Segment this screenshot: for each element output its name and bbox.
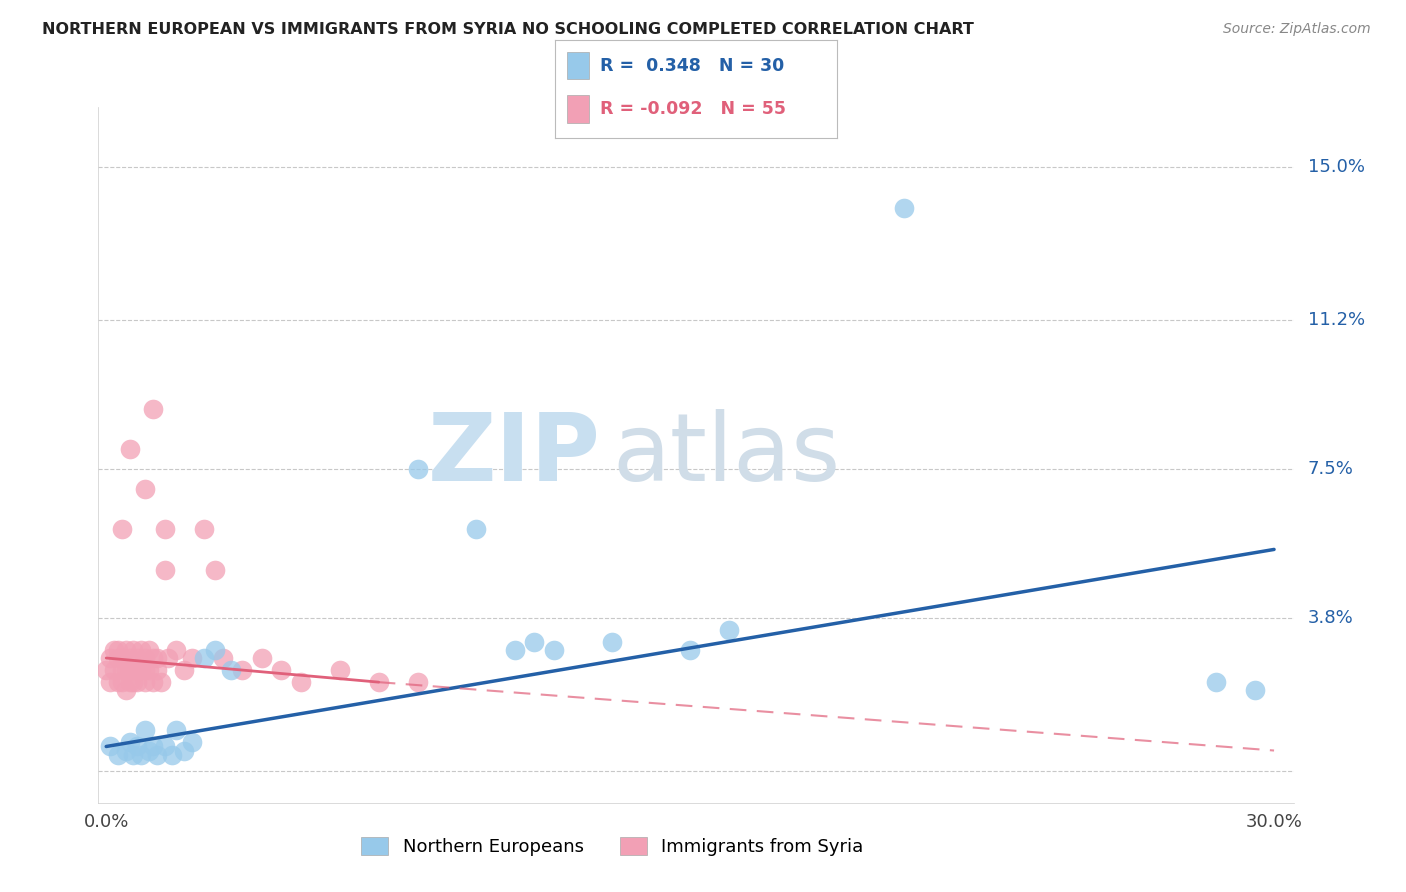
Point (270, 663, 292, 677)
Point (149, 675, 172, 690)
Point (219, 663, 242, 677)
Text: ZIP: ZIP (427, 409, 600, 501)
Point (127, 651, 149, 665)
Point (157, 651, 180, 665)
Point (180, 735, 202, 749)
Point (134, 651, 156, 665)
Point (142, 739, 165, 754)
Legend: Northern Europeans, Immigrants from Syria: Northern Europeans, Immigrants from Syri… (354, 830, 870, 863)
Point (122, 747, 145, 762)
Point (173, 743, 195, 757)
Point (465, 522, 488, 536)
Point (134, 675, 156, 690)
Point (111, 651, 134, 665)
Point (122, 675, 145, 690)
Bar (567, 52, 589, 79)
Point (111, 675, 134, 690)
Text: Source: ZipAtlas.com: Source: ZipAtlas.com (1223, 22, 1371, 37)
Point (98, 675, 121, 690)
Point (118, 442, 141, 456)
Point (103, 663, 125, 677)
Text: R =  0.348   N = 30: R = 0.348 N = 30 (600, 57, 785, 75)
Point (204, 643, 226, 657)
Point (138, 663, 160, 677)
Point (165, 643, 187, 657)
Text: 3.8%: 3.8% (1308, 609, 1354, 627)
Point (129, 747, 152, 762)
Point (127, 675, 149, 690)
Point (162, 747, 184, 762)
Text: R = -0.092   N = 55: R = -0.092 N = 55 (600, 100, 786, 118)
Text: 15.0%: 15.0% (1308, 159, 1365, 177)
Text: 11.2%: 11.2% (1308, 311, 1365, 329)
Point (212, 651, 235, 665)
Point (134, 723, 156, 738)
Point (114, 743, 136, 757)
Point (204, 562, 226, 576)
Point (1243, 683, 1265, 698)
Point (600, 635, 623, 649)
Text: atlas: atlas (612, 409, 841, 501)
Point (503, 643, 526, 657)
Point (718, 623, 741, 637)
Point (329, 663, 352, 677)
Point (134, 663, 156, 677)
Point (679, 643, 702, 657)
Point (96, 663, 118, 677)
Point (406, 462, 429, 476)
Point (146, 651, 169, 665)
Point (250, 651, 273, 665)
Point (118, 651, 141, 665)
Point (114, 643, 136, 657)
Point (98, 739, 121, 754)
Point (114, 663, 136, 677)
Point (129, 643, 152, 657)
Point (153, 562, 176, 576)
Point (118, 675, 141, 690)
Point (173, 663, 195, 677)
Point (146, 663, 169, 677)
Point (523, 635, 546, 649)
Point (146, 747, 169, 762)
Point (138, 743, 160, 757)
Point (1205, 675, 1227, 690)
Point (118, 735, 141, 749)
Point (406, 675, 429, 690)
Point (367, 675, 389, 690)
Text: 7.5%: 7.5% (1308, 460, 1354, 478)
Point (122, 643, 145, 657)
Point (543, 643, 565, 657)
Point (114, 683, 136, 698)
Text: NORTHERN EUROPEAN VS IMMIGRANTS FROM SYRIA NO SCHOOLING COMPLETED CORRELATION CH: NORTHERN EUROPEAN VS IMMIGRANTS FROM SYR… (42, 22, 974, 37)
Point (290, 675, 312, 690)
Point (111, 663, 134, 677)
Bar (567, 95, 589, 122)
Point (165, 723, 187, 738)
Point (107, 651, 129, 665)
Point (127, 663, 149, 677)
Point (103, 643, 125, 657)
Point (129, 663, 152, 677)
Point (193, 522, 215, 536)
Point (142, 651, 165, 665)
Point (107, 643, 129, 657)
Point (127, 739, 149, 754)
Point (122, 663, 145, 677)
Point (153, 739, 176, 754)
Point (107, 675, 129, 690)
Point (142, 401, 165, 416)
Point (98, 651, 121, 665)
Point (111, 522, 134, 536)
Point (134, 482, 156, 496)
Point (118, 663, 141, 677)
Point (231, 663, 253, 677)
Point (893, 201, 915, 215)
Point (142, 675, 165, 690)
Point (193, 651, 215, 665)
Point (138, 643, 160, 657)
Point (107, 747, 129, 762)
Point (180, 651, 202, 665)
Point (153, 522, 176, 536)
